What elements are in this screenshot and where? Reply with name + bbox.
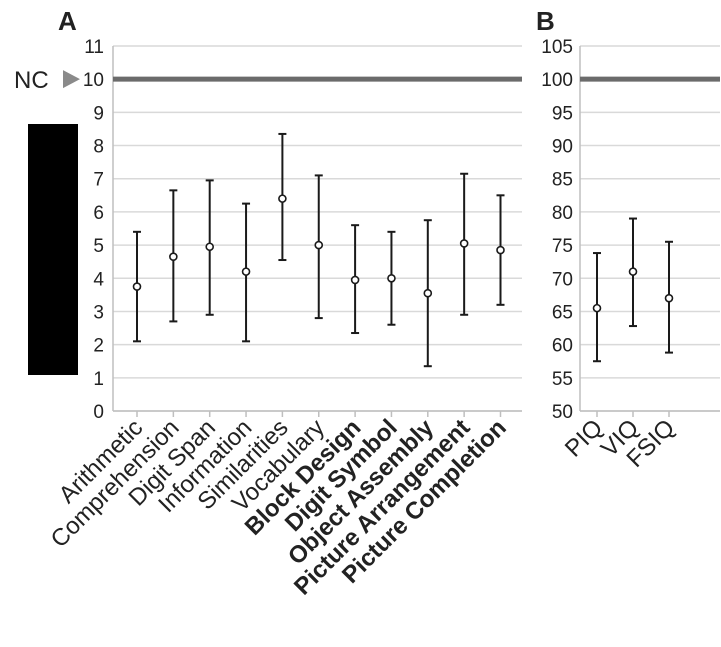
y-tick-label: 65 <box>552 302 573 323</box>
mean-point <box>278 194 287 203</box>
y-tick-label: 1 <box>93 369 104 390</box>
y-tick-label: 6 <box>93 203 104 224</box>
y-tick-label: 7 <box>93 170 104 191</box>
mean-point <box>314 240 324 250</box>
error-bar <box>241 202 251 343</box>
y-tick-label: 95 <box>552 103 573 124</box>
y-tick-label: 60 <box>552 336 573 357</box>
y-tick-label: 50 <box>552 402 573 423</box>
y-tick-label: 75 <box>552 236 573 257</box>
y-tick-label: 0 <box>93 402 104 423</box>
error-bar <box>132 230 142 343</box>
y-tick-label: 90 <box>552 137 573 158</box>
mean-point <box>132 282 142 291</box>
y-tick-label: 85 <box>552 170 573 191</box>
mean-point <box>169 252 178 262</box>
y-tick-label: 5 <box>93 236 104 257</box>
mean-point <box>664 293 674 303</box>
y-tick-label: 4 <box>93 269 104 290</box>
error-bar <box>278 132 287 262</box>
y-tick-label: 8 <box>93 137 104 158</box>
reference-marker-arrow <box>63 70 80 89</box>
error-bar <box>205 179 214 316</box>
mean-point <box>459 239 469 248</box>
mean-point <box>387 273 396 283</box>
panel-label: B <box>536 6 555 36</box>
error-bar <box>314 174 324 320</box>
error-bar <box>387 230 396 326</box>
y-tick-label: 3 <box>93 302 104 323</box>
y-tick-label: 10 <box>83 70 104 91</box>
error-bar <box>350 224 360 335</box>
mean-point <box>628 267 638 276</box>
mean-point <box>496 245 505 255</box>
y-tick-label: 100 <box>541 70 573 91</box>
error-bar <box>423 219 433 368</box>
y-tick-label: 2 <box>93 336 104 357</box>
panel-a: A01234567891011NCArithmeticComprehension… <box>14 6 522 600</box>
mean-point <box>423 288 433 298</box>
y-tick-label: 9 <box>93 103 104 124</box>
mean-point <box>592 303 602 313</box>
redaction-block <box>28 124 78 375</box>
y-tick-label: 70 <box>552 269 573 290</box>
y-tick-label: 80 <box>552 203 573 224</box>
y-tick-label: 11 <box>84 37 104 58</box>
panel-label: A <box>58 6 77 36</box>
error-bar <box>169 189 178 323</box>
reference-label: NC <box>14 67 49 94</box>
mean-point <box>241 267 251 276</box>
error-bar <box>628 217 638 328</box>
y-tick-label: 55 <box>552 369 573 390</box>
error-bar <box>664 240 674 354</box>
error-bar <box>592 252 602 363</box>
error-bar <box>496 194 505 306</box>
y-tick-label: 105 <box>541 37 573 58</box>
error-bar <box>459 172 469 316</box>
mean-point <box>350 275 360 285</box>
mean-point <box>205 242 214 252</box>
